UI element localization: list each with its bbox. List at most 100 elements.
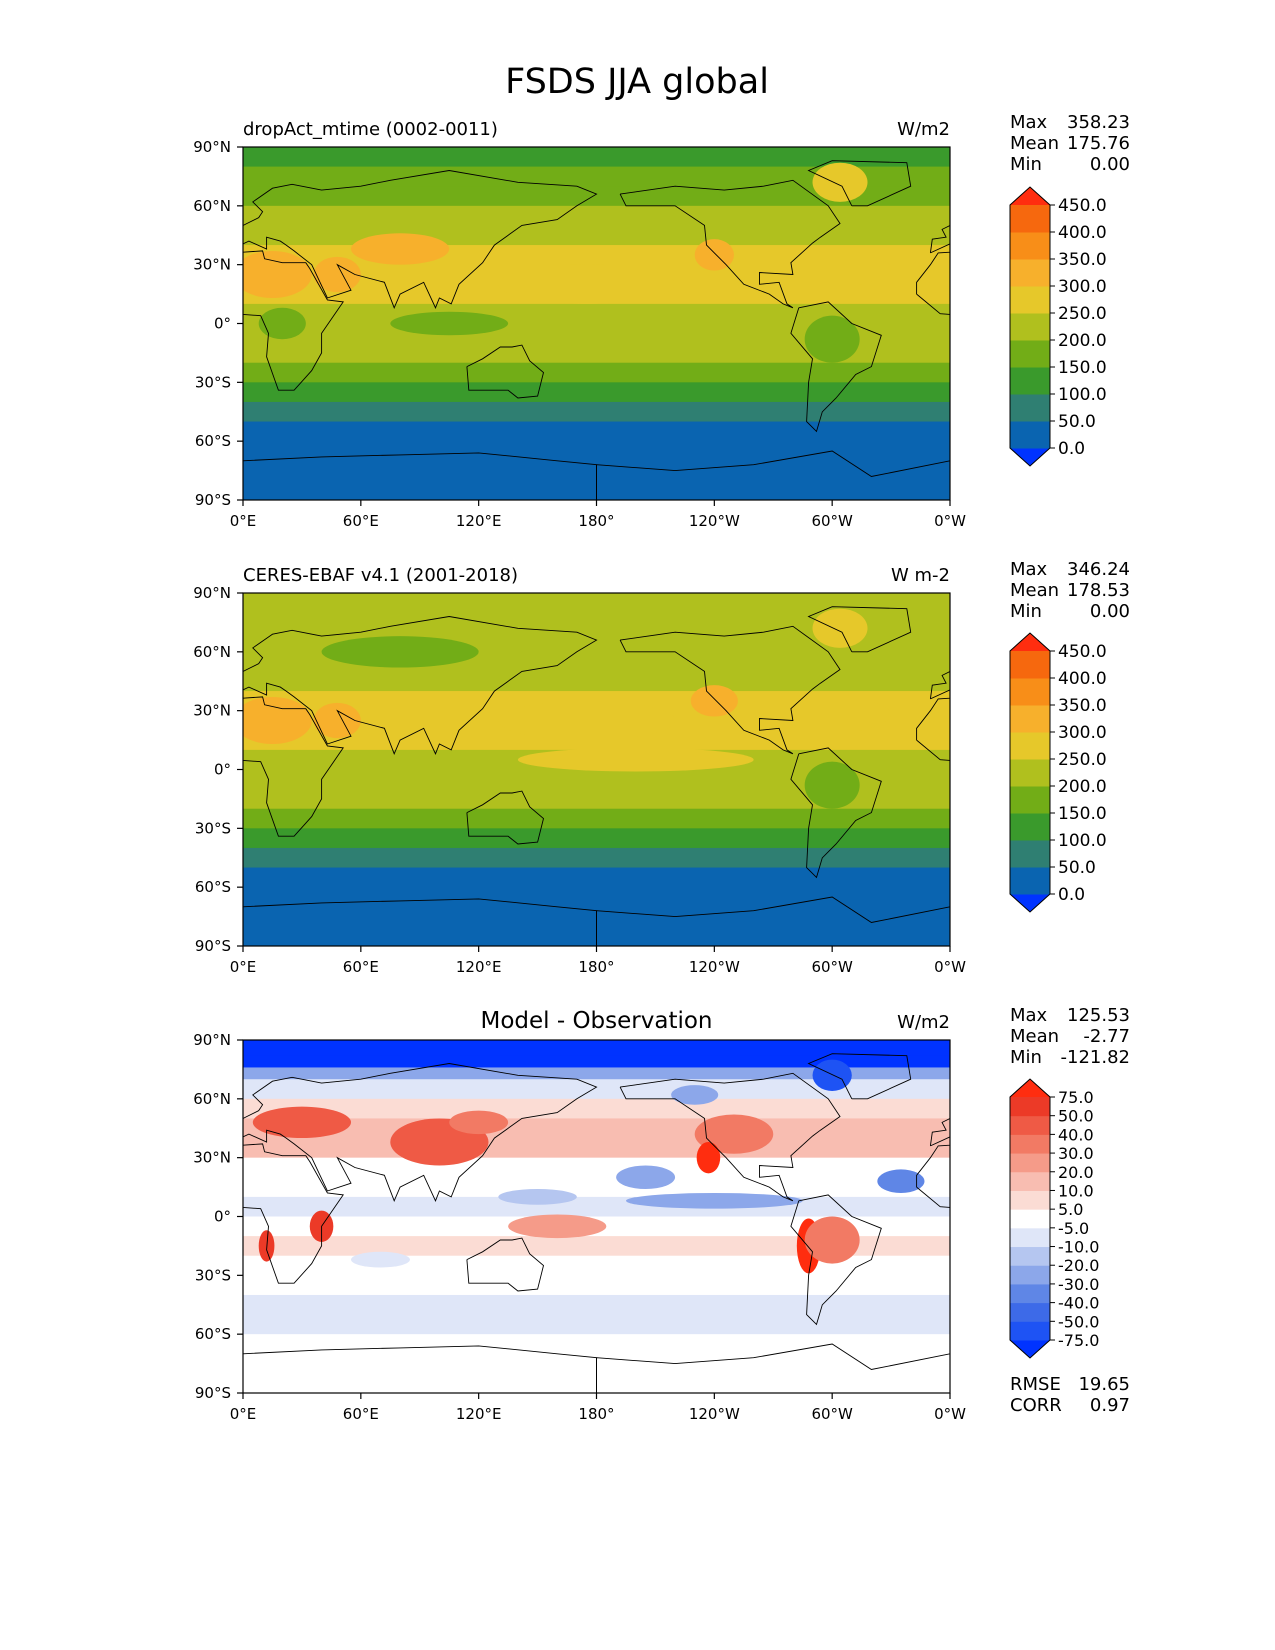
coastline bbox=[0, 1073, 133, 1201]
colorbar-segment bbox=[1010, 1321, 1050, 1341]
anomaly-region bbox=[812, 608, 868, 648]
x-tick-label: 0°E bbox=[230, 512, 257, 530]
coastline bbox=[1174, 345, 1251, 398]
panel-1: 0°E 60°E 120°E 180° 120°W 60°W 0°W 90°N 60°N 30°N… bbox=[0, 112, 1251, 530]
colorbar-label: -40.0 bbox=[1058, 1294, 1099, 1313]
colorbar-label: 300.0 bbox=[1058, 723, 1107, 743]
colorbar-label: 350.0 bbox=[1058, 696, 1107, 716]
panel-units: W/m2 bbox=[897, 119, 950, 140]
x-tick-label: 180° bbox=[578, 1405, 614, 1423]
colorbar-segment bbox=[1010, 651, 1050, 679]
colorbar-segment bbox=[1010, 232, 1050, 260]
colorbar-segment bbox=[1010, 813, 1050, 841]
colorbar-segment bbox=[1010, 1283, 1050, 1304]
colorbar-segment bbox=[1010, 367, 1050, 395]
colorbar-label: 200.0 bbox=[1058, 777, 1107, 797]
anomaly-region bbox=[812, 162, 868, 202]
anomaly-region bbox=[351, 233, 450, 265]
zonal-band bbox=[243, 166, 950, 187]
anomaly-region bbox=[498, 1189, 577, 1205]
coastline bbox=[243, 250, 344, 391]
zonal-band bbox=[243, 1067, 950, 1080]
colorbar-segment bbox=[1010, 840, 1050, 868]
y-tick-label: 90°N bbox=[193, 1031, 231, 1049]
colorbar-segment bbox=[1010, 1209, 1050, 1229]
zonal-band bbox=[243, 362, 950, 383]
coastline bbox=[243, 1063, 598, 1202]
colorbar-label: 450.0 bbox=[1058, 642, 1107, 662]
zonal-band bbox=[243, 401, 950, 423]
anomaly-region bbox=[313, 256, 361, 293]
stat-value: 0.00 bbox=[1090, 601, 1130, 622]
anomaly-region bbox=[690, 685, 738, 717]
colorbar-label: 400.0 bbox=[1058, 669, 1107, 689]
zonal-band bbox=[243, 612, 950, 633]
stat-label: Mean bbox=[1010, 1026, 1059, 1047]
colorbar-label: 150.0 bbox=[1058, 804, 1107, 824]
coastline bbox=[596, 450, 950, 500]
colorbar-segment bbox=[1010, 1097, 1050, 1117]
x-tick-label: 60°E bbox=[343, 512, 379, 530]
coastline bbox=[807, 1053, 912, 1100]
x-tick-label: 180° bbox=[578, 512, 614, 530]
colorbar-label: 0.0 bbox=[1058, 885, 1085, 905]
colorbar-segment bbox=[1010, 259, 1050, 287]
y-tick-label: 30°S bbox=[195, 373, 231, 391]
colorbar-extend-bottom bbox=[1010, 894, 1050, 912]
colorbar-segment bbox=[1010, 340, 1050, 368]
colorbar-2: 0.0 50.0 100.0 150.0 200.0 250.0 300.0 350.0 400… bbox=[1009, 632, 1107, 913]
anomaly-region bbox=[671, 1085, 719, 1105]
y-tick-label: 0° bbox=[214, 315, 231, 333]
colorbar-label: 50.0 bbox=[1058, 1107, 1094, 1126]
zonal-band bbox=[243, 382, 950, 403]
zonal-band bbox=[243, 1255, 950, 1276]
anomaly-region bbox=[243, 696, 312, 744]
colorbar-label: 10.0 bbox=[1058, 1181, 1094, 1200]
zonal-band bbox=[243, 828, 950, 849]
colorbar-label: 200.0 bbox=[1058, 331, 1107, 351]
colorbar-segment bbox=[1010, 1171, 1050, 1191]
stat-label: Max bbox=[1010, 559, 1048, 580]
colorbar-segment bbox=[1010, 1227, 1050, 1248]
coastline bbox=[596, 896, 950, 946]
field-3 bbox=[0, 1040, 950, 1393]
y-tick-label: 60°S bbox=[195, 878, 231, 896]
colorbar-label: 40.0 bbox=[1058, 1125, 1094, 1144]
zonal-band bbox=[243, 343, 950, 364]
figure-title: FSDS JJA global bbox=[505, 62, 769, 102]
coastline bbox=[102, 607, 204, 652]
colorbar-segment bbox=[1010, 1134, 1050, 1154]
coastline bbox=[466, 344, 545, 399]
anomaly-region bbox=[696, 1141, 721, 1174]
anomaly-region bbox=[498, 264, 676, 304]
coastline bbox=[0, 180, 133, 307]
zonal-band bbox=[243, 847, 950, 869]
colorbar-3: -75.0-50.0-40.0-30.0-20.0-10.0-5.05.010.… bbox=[1009, 1078, 1099, 1359]
zonal-band bbox=[243, 867, 950, 888]
stat-value: 358.23 bbox=[1067, 112, 1130, 133]
anomaly-region bbox=[804, 1216, 860, 1264]
y-tick-label: 60°S bbox=[195, 432, 231, 450]
y-tick-label: 0° bbox=[214, 761, 231, 779]
colorbar-segment bbox=[1010, 1246, 1050, 1266]
y-tick-label: 30°N bbox=[193, 1149, 231, 1167]
coastlines bbox=[0, 160, 1251, 500]
coastline bbox=[84, 748, 174, 878]
coastline bbox=[916, 1144, 950, 1208]
x-tick-label: 0°W bbox=[934, 512, 966, 530]
colorbar-label: 30.0 bbox=[1058, 1144, 1094, 1163]
zonal-band bbox=[243, 769, 950, 790]
zonal-band bbox=[243, 1196, 950, 1218]
anomaly-region bbox=[616, 1165, 676, 1190]
x-tick-label: 60°W bbox=[811, 958, 853, 976]
coastline bbox=[1174, 791, 1251, 844]
anomaly-region bbox=[625, 1192, 803, 1209]
panel-title: CERES-EBAF v4.1 (2001-2018) bbox=[243, 565, 518, 586]
colorbar-label: 150.0 bbox=[1058, 358, 1107, 378]
colorbar-segment bbox=[1010, 1265, 1050, 1285]
stat-value: 175.76 bbox=[1067, 133, 1130, 154]
colorbar-extend-top bbox=[1010, 187, 1050, 205]
colorbar-segment bbox=[1010, 1115, 1050, 1135]
y-tick-label: 30°N bbox=[193, 256, 231, 274]
